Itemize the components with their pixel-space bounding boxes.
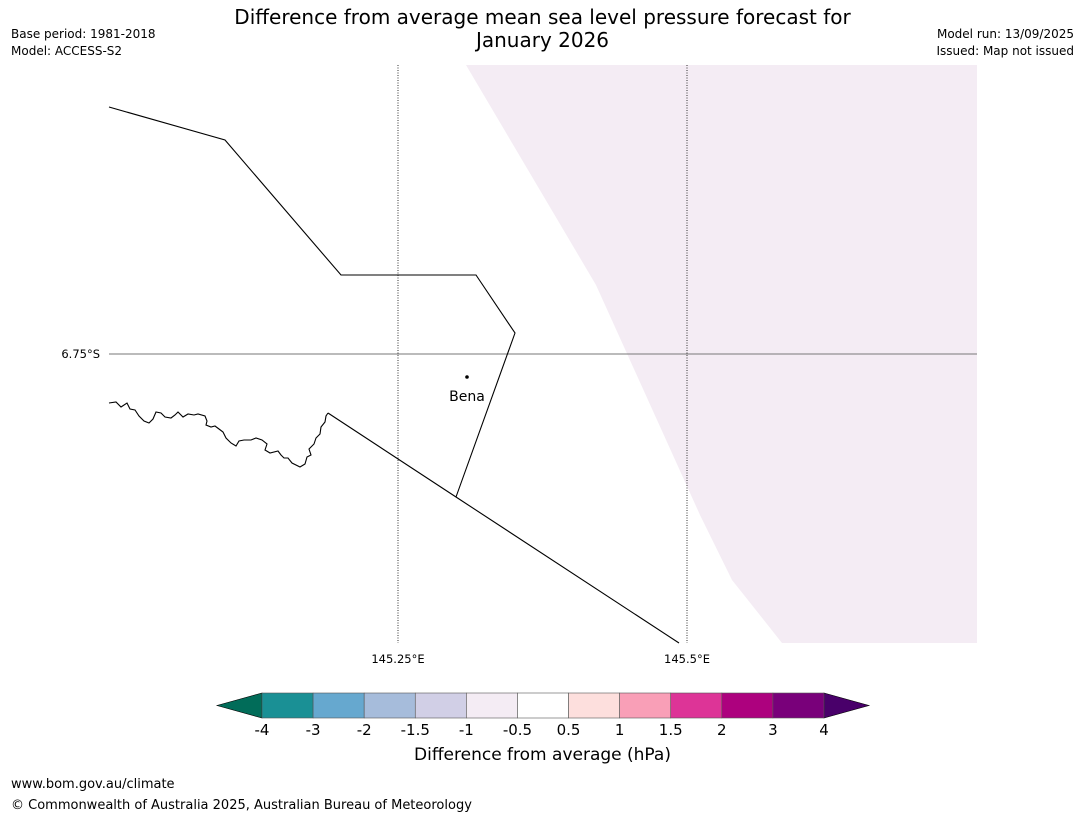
colorbar-tick-label: 1.5 xyxy=(659,721,683,739)
colorbar-segment xyxy=(517,692,569,719)
colorbar-extend-high xyxy=(823,692,871,719)
colorbar-extend-low xyxy=(215,692,263,719)
colorbar-tick-label: 3 xyxy=(768,721,778,739)
boundary-line-north xyxy=(108,106,516,498)
boundary-line-south xyxy=(327,412,680,644)
lat-label: 6.75°S xyxy=(61,347,100,361)
town-dot xyxy=(465,375,469,379)
colorbar-tick-label: -1 xyxy=(459,721,474,739)
colorbar-tick-label: 0.5 xyxy=(557,721,581,739)
meta-right: Model run: 13/09/2025 Issued: Map not is… xyxy=(936,26,1074,60)
colorbar-segment xyxy=(466,692,518,719)
title-line-1: Difference from average mean sea level p… xyxy=(234,5,851,29)
lon-label-145-25: 145.25°E xyxy=(371,652,424,666)
base-period: Base period: 1981-2018 xyxy=(11,27,156,41)
lon-label-145-5: 145.5°E xyxy=(664,652,710,666)
footer-url: www.bom.gov.au/climate xyxy=(11,777,175,792)
colorbar-tick-label: 1 xyxy=(615,721,625,739)
colorbar-segment xyxy=(670,692,723,719)
colorbar-tick-label: -0.5 xyxy=(503,721,532,739)
colorbar-tick-label: -4 xyxy=(255,721,270,739)
colorbar-tick-label: -3 xyxy=(306,721,321,739)
colorbar-segment xyxy=(772,692,825,719)
meta-left: Base period: 1981-2018 Model: ACCESS-S2 xyxy=(11,26,156,60)
river-line xyxy=(108,401,329,468)
issued-status: Issued: Map not issued xyxy=(936,44,1074,58)
map-title: Difference from average mean sea level p… xyxy=(200,6,885,52)
footer: www.bom.gov.au/climate © Commonwealth of… xyxy=(11,774,472,816)
colorbar-segment xyxy=(261,692,314,719)
model-run: Model run: 13/09/2025 xyxy=(936,27,1074,41)
colorbar-segment xyxy=(312,692,365,719)
colorbar-label: Difference from average (hPa) xyxy=(414,745,671,765)
colorbar: -4 -3 -2 -1.5 -1 -0.5 0.5 1 1.5 2 3 4 xyxy=(215,692,871,739)
colorbar-segment xyxy=(414,692,467,719)
town-label-bena: Bena xyxy=(449,389,485,405)
colorbar-segment xyxy=(619,692,672,719)
footer-copyright: © Commonwealth of Australia 2025, Austra… xyxy=(11,798,472,813)
colorbar-segment xyxy=(568,692,620,719)
title-line-2: January 2026 xyxy=(475,28,610,52)
colorbar-segment xyxy=(363,692,416,719)
colorbar-tick-label: 2 xyxy=(717,721,727,739)
colorbar-segment xyxy=(721,692,774,719)
colorbar-tick-label: -1.5 xyxy=(401,721,430,739)
model-name: Model: ACCESS-S2 xyxy=(11,44,123,58)
colorbar-tick-label: 4 xyxy=(819,721,829,739)
colorbar-tick-label: -2 xyxy=(357,721,372,739)
